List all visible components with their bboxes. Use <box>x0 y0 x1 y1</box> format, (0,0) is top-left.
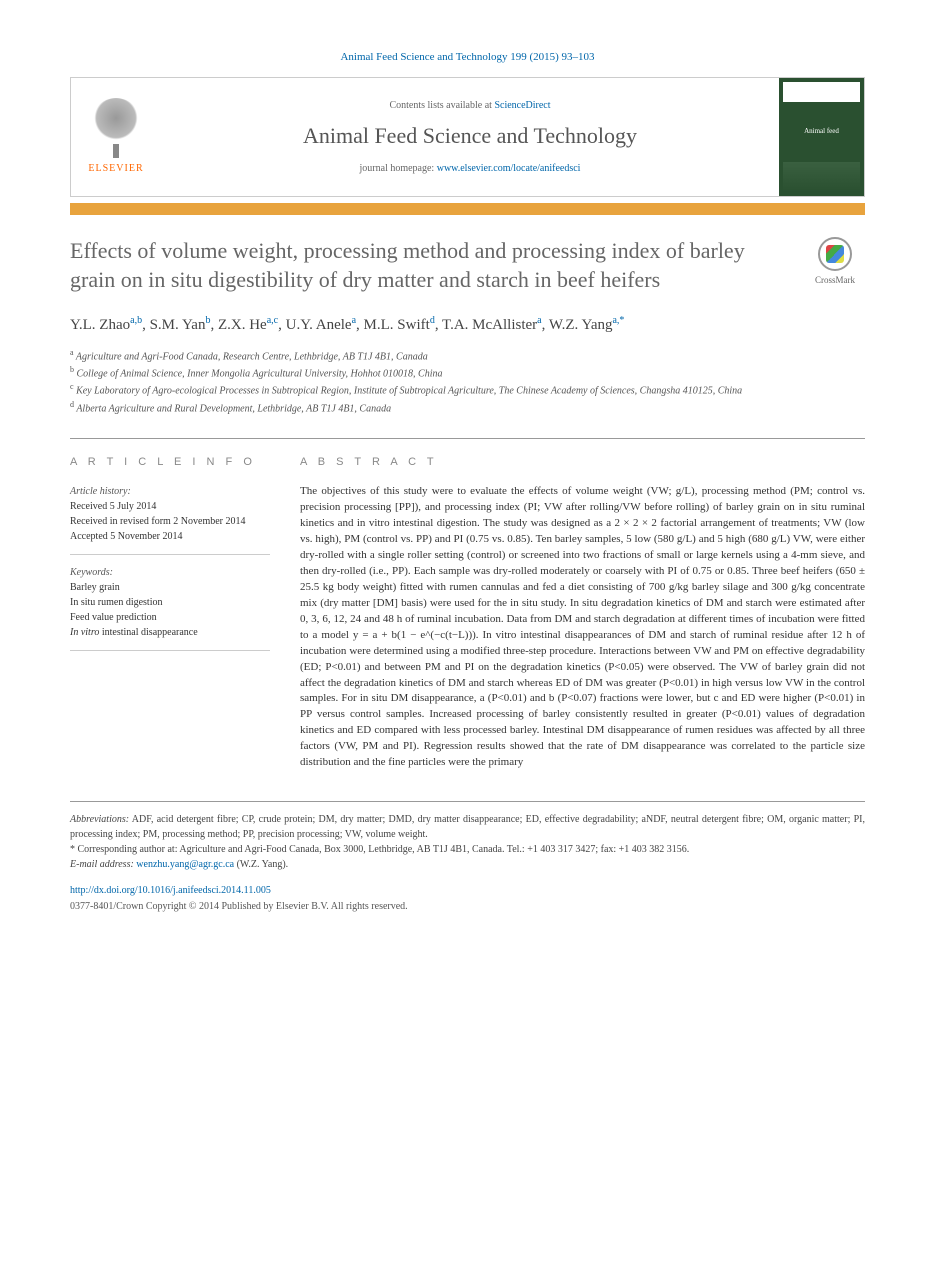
abstract-heading: A B S T R A C T <box>300 455 865 470</box>
footer-separator <box>70 801 865 802</box>
doi-link[interactable]: http://dx.doi.org/10.1016/j.anifeedsci.2… <box>70 885 271 896</box>
abbrev-label: Abbreviations: <box>70 814 129 825</box>
abstract-text: The objectives of this study were to eva… <box>300 484 865 771</box>
keyword-line: In situ rumen digestion <box>70 595 270 610</box>
corr-label: * Corresponding author at: <box>70 844 177 855</box>
email-link[interactable]: wenzhu.yang@agr.gc.ca <box>136 859 234 870</box>
history-label: Article history: <box>70 484 270 499</box>
email-footnote: E-mail address: wenzhu.yang@agr.gc.ca (W… <box>70 857 865 872</box>
copyright-line: 0377-8401/Crown Copyright © 2014 Publish… <box>70 900 865 914</box>
authors-line: Y.L. Zhaoa,b, S.M. Yanb, Z.X. Hea,c, U.Y… <box>70 313 865 337</box>
divider-bar <box>70 203 865 215</box>
affiliations-block: a Agriculture and Agri-Food Canada, Rese… <box>70 347 865 416</box>
journal-cover-thumb: Animal feed <box>779 78 864 196</box>
corr-text: Agriculture and Agri-Food Canada, Box 30… <box>177 844 689 855</box>
article-title: Effects of volume weight, processing met… <box>70 237 785 294</box>
keyword-line: In vitro intestinal disappearance <box>70 625 270 640</box>
keyword-line: Feed value prediction <box>70 610 270 625</box>
crossmark-label: CrossMark <box>815 274 855 287</box>
keywords-label: Keywords: <box>70 565 270 580</box>
homepage-prefix: journal homepage: <box>360 163 437 174</box>
history-line: Accepted 5 November 2014 <box>70 529 270 544</box>
citation-line: Animal Feed Science and Technology 199 (… <box>70 50 865 65</box>
keywords-block: Keywords: Barley grainIn situ rumen dige… <box>70 565 270 651</box>
footnotes-block: Abbreviations: ADF, acid detergent fibre… <box>70 812 865 872</box>
contents-prefix: Contents lists available at <box>389 100 494 111</box>
header-center: Contents lists available at ScienceDirec… <box>161 78 779 196</box>
email-label: E-mail address: <box>70 859 134 870</box>
cover-label: Animal feed <box>783 127 860 137</box>
crossmark-badge[interactable]: CrossMark <box>805 237 865 287</box>
affiliation-line: c Key Laboratory of Agro-ecological Proc… <box>70 381 865 398</box>
history-line: Received 5 July 2014 <box>70 499 270 514</box>
affiliation-line: a Agriculture and Agri-Food Canada, Rese… <box>70 347 865 364</box>
abbreviations-footnote: Abbreviations: ADF, acid detergent fibre… <box>70 812 865 842</box>
email-suffix: (W.Z. Yang). <box>234 859 288 870</box>
sciencedirect-link[interactable]: ScienceDirect <box>494 100 550 111</box>
homepage-link[interactable]: www.elsevier.com/locate/anifeedsci <box>437 163 581 174</box>
abstract-column: A B S T R A C T The objectives of this s… <box>300 455 865 771</box>
keyword-line: Barley grain <box>70 580 270 595</box>
abbrev-text: ADF, acid detergent fibre; CP, crude pro… <box>70 814 865 840</box>
history-line: Received in revised form 2 November 2014 <box>70 514 270 529</box>
publisher-name: ELSEVIER <box>88 162 143 176</box>
contents-line: Contents lists available at ScienceDirec… <box>389 99 550 113</box>
affiliation-line: d Alberta Agriculture and Rural Developm… <box>70 399 865 416</box>
article-info-heading: A R T I C L E I N F O <box>70 455 270 470</box>
homepage-line: journal homepage: www.elsevier.com/locat… <box>360 162 581 176</box>
corresponding-author-footnote: * Corresponding author at: Agriculture a… <box>70 842 865 857</box>
article-history-block: Article history: Received 5 July 2014Rec… <box>70 484 270 555</box>
publisher-logo: ELSEVIER <box>71 78 161 196</box>
crossmark-icon <box>818 237 852 271</box>
elsevier-tree-icon <box>91 98 141 148</box>
doi-block: http://dx.doi.org/10.1016/j.anifeedsci.2… <box>70 884 865 914</box>
journal-title: Animal Feed Science and Technology <box>303 121 637 152</box>
journal-header: ELSEVIER Contents lists available at Sci… <box>70 77 865 197</box>
article-info-column: A R T I C L E I N F O Article history: R… <box>70 455 270 771</box>
affiliation-line: b College of Animal Science, Inner Mongo… <box>70 364 865 381</box>
